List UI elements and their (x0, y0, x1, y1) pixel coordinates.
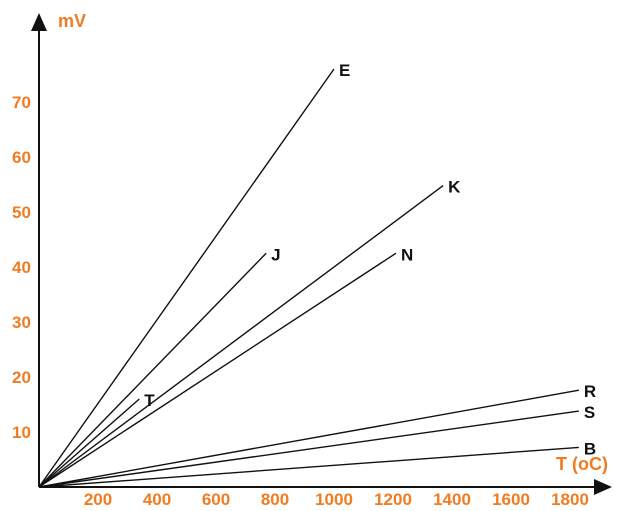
y-tick-label: 20 (12, 368, 31, 387)
y-tick-labels: 10 20 30 40 50 60 70 (12, 93, 31, 442)
x-tick-label: 1400 (433, 490, 471, 509)
y-tick-label: 70 (12, 93, 31, 112)
x-tick-label: 200 (84, 490, 112, 509)
y-axis-title: mV (58, 11, 86, 31)
x-axis-title: T (oC) (556, 454, 608, 474)
series-line-j (38, 252, 267, 488)
y-tick-label: 50 (12, 203, 31, 222)
x-tick-label: 1800 (551, 490, 589, 509)
x-tick-label: 1600 (492, 490, 530, 509)
y-tick-label: 10 (12, 423, 31, 442)
x-tick-labels: 200 400 600 800 1000 1200 1400 1600 1800 (84, 490, 589, 509)
series-label-e: E (339, 61, 350, 80)
x-tick-label: 800 (261, 490, 289, 509)
x-tick-label: 400 (143, 490, 171, 509)
series-line-t (38, 398, 140, 488)
y-tick-label: 30 (12, 313, 31, 332)
series-label-r: R (584, 382, 596, 401)
series-label-b: B (584, 439, 596, 458)
x-axis-arrow (594, 479, 612, 495)
series-label-n: N (401, 245, 413, 264)
series-line-r (38, 389, 579, 488)
series-labels: E J T K N RSB (144, 61, 596, 458)
x-tick-label: 1200 (374, 490, 412, 509)
series-label-k: K (448, 178, 461, 197)
series-label-s: S (584, 403, 595, 422)
y-axis-arrow (31, 13, 47, 31)
series-line-e (38, 68, 335, 488)
series-line-s (38, 410, 579, 488)
series-line-k (38, 185, 444, 488)
y-tick-label: 60 (12, 148, 31, 167)
series-lines (38, 68, 579, 488)
y-tick-label: 40 (12, 258, 31, 277)
series-line-b (38, 446, 579, 488)
axes (31, 13, 612, 495)
x-tick-label: 1000 (315, 490, 353, 509)
series-label-j: J (271, 245, 280, 264)
series-line-n (38, 252, 397, 488)
x-tick-label: 600 (202, 490, 230, 509)
series-label-t: T (144, 391, 155, 410)
